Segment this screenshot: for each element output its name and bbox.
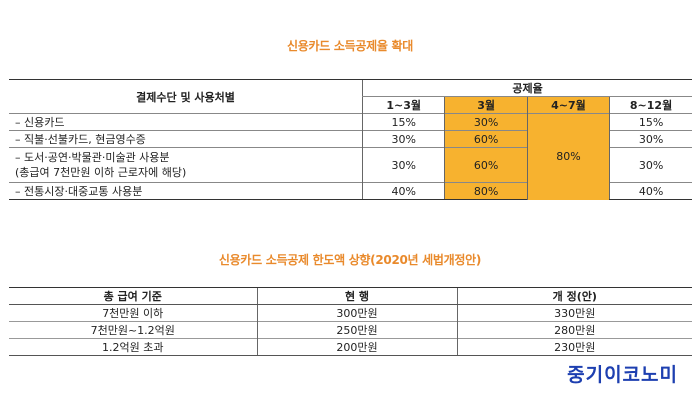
row-label: – 도서·공연·박물관·미술관 사용분 (총급여 7천만원 이하 근로자에 해당…	[9, 147, 363, 183]
deduction-rate-table: 결제수단 및 사용처별 공제율 1~3월 3월 4~7월 8~12월 – 신용카…	[9, 79, 692, 200]
table1-title: 신용카드 소득공제율 확대	[287, 39, 413, 53]
cell-value: 30%	[609, 147, 692, 183]
cell-current: 200만원	[256, 338, 457, 356]
table-row: 7천만원 이하 300만원 330만원	[9, 304, 692, 322]
table-row: 7천만원~1.2억원 250만원 280만원	[9, 321, 692, 339]
row-label: – 신용카드	[9, 113, 363, 131]
row-label-line2: (총급여 7천만원 이하 근로자에 해당)	[15, 166, 187, 179]
header-period-2: 3월	[444, 96, 528, 114]
cell-value: 40%	[362, 182, 445, 200]
cell-salary: 1.2억원 초과	[9, 338, 257, 356]
cell-value: 80%	[444, 182, 528, 200]
header-period-3: 4~7월	[526, 96, 610, 114]
cell-current: 250만원	[256, 321, 457, 339]
table-row: 1.2억원 초과 200만원 230만원	[9, 338, 692, 356]
cell-value: 40%	[609, 182, 692, 200]
header-current: 현 행	[256, 287, 457, 305]
cell-revised: 330만원	[456, 304, 692, 322]
cell-current: 300만원	[256, 304, 457, 322]
header-period-4: 8~12월	[609, 96, 692, 114]
table2-title: 신용카드 소득공제 한도액 상향(2020년 세법개정안)	[218, 253, 482, 267]
header-deduction-rate: 공제율	[362, 79, 692, 97]
header-salary-basis: 총 급여 기준	[9, 287, 257, 305]
table-row: – 전통시장·대중교통 사용분 40% 80% 40%	[9, 182, 692, 200]
cell-value: 30%	[444, 113, 528, 131]
cell-value: 30%	[609, 130, 692, 148]
cell-value: 15%	[362, 113, 445, 131]
cell-value: 60%	[444, 147, 528, 183]
header-revised: 개 정(안)	[456, 287, 692, 305]
cell-value: 30%	[362, 130, 445, 148]
header-period-1: 1~3월	[362, 96, 445, 114]
cell-salary: 7천만원~1.2억원	[9, 321, 257, 339]
header-payment-method: 결제수단 및 사용처별	[9, 79, 363, 114]
row-label-line1: – 도서·공연·박물관·미술관 사용분	[15, 151, 170, 164]
table-row: – 신용카드 15% 30% 80% 15%	[9, 113, 692, 200]
deduction-limit-table: 총 급여 기준 현 행 개 정(안) 7천만원 이하 300만원 330만원 7…	[9, 287, 692, 356]
publisher-logo: 중기이코노미	[567, 364, 678, 386]
cell-value: 60%	[444, 130, 528, 148]
cell-revised: 280만원	[456, 321, 692, 339]
table-row: – 직불·선불카드, 현금영수증 30% 60% 30%	[9, 130, 692, 148]
cell-revised: 230만원	[456, 338, 692, 356]
row-label: – 전통시장·대중교통 사용분	[9, 182, 363, 200]
table-row: – 도서·공연·박물관·미술관 사용분 (총급여 7천만원 이하 근로자에 해당…	[9, 147, 692, 183]
row-label: – 직불·선불카드, 현금영수증	[9, 130, 363, 148]
cell-merged-rate: 80%	[526, 113, 610, 200]
cell-value: 30%	[362, 147, 445, 183]
cell-value: 15%	[609, 113, 692, 131]
cell-salary: 7천만원 이하	[9, 304, 257, 322]
